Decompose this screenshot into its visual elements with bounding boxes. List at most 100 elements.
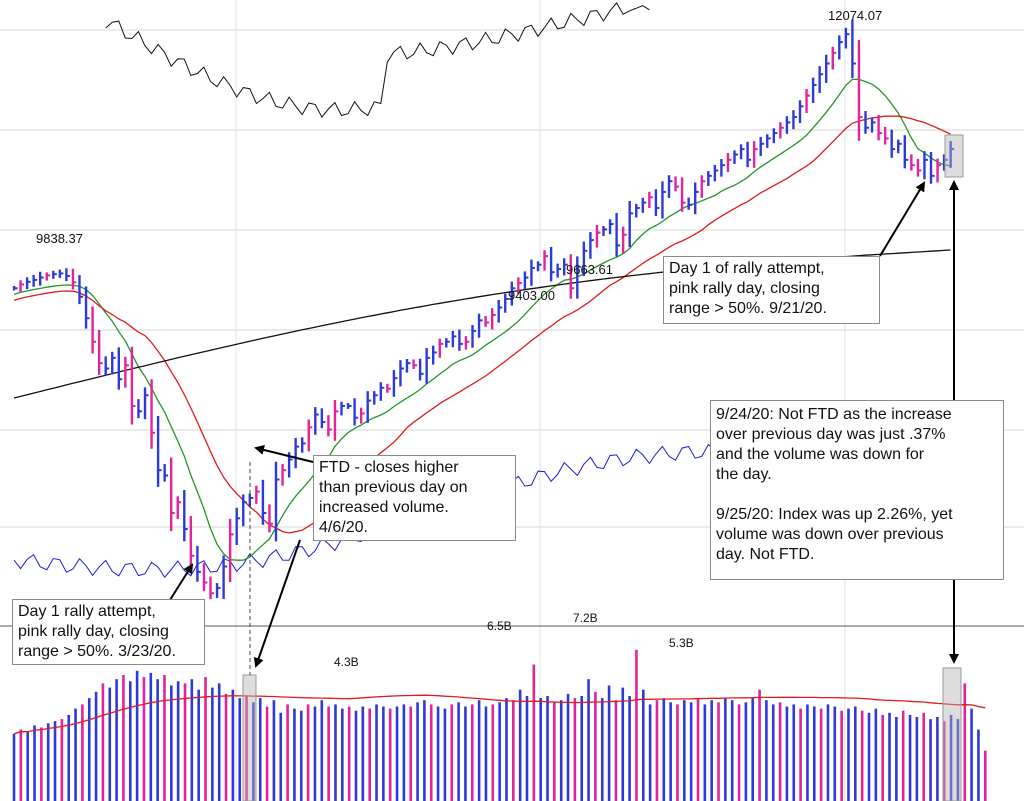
volume-bar bbox=[286, 704, 289, 801]
volume-bar bbox=[840, 710, 843, 801]
comparison-index-line bbox=[105, 2, 650, 119]
volume-bar bbox=[710, 700, 713, 801]
annotation-line: 4/6/20. bbox=[319, 519, 368, 536]
volume-bars bbox=[12, 649, 987, 801]
volume-bar bbox=[74, 708, 77, 801]
annotation-line: range > 50%. 9/21/20. bbox=[669, 300, 827, 317]
annotation-line: day. Not FTD. bbox=[716, 546, 815, 563]
volume-bar bbox=[703, 704, 707, 801]
volume-average-line bbox=[13, 694, 986, 735]
volume-bar bbox=[12, 733, 16, 801]
volume-bar bbox=[758, 689, 761, 801]
volume-bar bbox=[942, 721, 946, 801]
volume-bar bbox=[299, 710, 303, 801]
volume-bar bbox=[443, 708, 447, 801]
volume-bar bbox=[60, 719, 64, 801]
annotation-line: volume was down over previous bbox=[716, 526, 944, 543]
highlight-ftd-volume bbox=[242, 674, 257, 801]
volume-bar bbox=[197, 689, 200, 801]
annotation-rally-attempt-march: Day 1 rally attempt, pink rally day, clo… bbox=[12, 599, 205, 665]
volume-bar bbox=[388, 708, 392, 801]
volume-bar bbox=[87, 698, 91, 801]
volume-bar bbox=[532, 664, 536, 801]
volume-bar bbox=[122, 675, 125, 801]
volume-bar bbox=[224, 693, 228, 801]
volume-bar bbox=[402, 704, 406, 801]
volume-bar bbox=[416, 702, 419, 801]
volume-bar bbox=[190, 679, 194, 801]
volume-bar bbox=[778, 702, 782, 801]
volume-bar bbox=[368, 708, 371, 801]
volume-bar bbox=[409, 706, 413, 801]
volume-bar bbox=[334, 704, 337, 801]
volume-bar bbox=[279, 712, 283, 801]
volume-bar bbox=[648, 704, 652, 801]
volume-bar bbox=[457, 702, 460, 801]
volume-bar bbox=[135, 670, 139, 801]
volume-bar bbox=[320, 700, 324, 801]
volume-bar bbox=[327, 706, 330, 801]
volume-bar bbox=[375, 704, 378, 801]
volume-bar bbox=[826, 704, 830, 801]
volume-bar bbox=[662, 698, 666, 801]
volume-bar bbox=[231, 689, 235, 801]
annotation-line: over previous day was just .37% bbox=[716, 426, 946, 443]
annotation-line: 9/25/20: Index was up 2.26%, yet bbox=[716, 506, 953, 523]
volume-bar bbox=[19, 729, 23, 801]
volume-bar bbox=[641, 689, 645, 801]
volume-bar bbox=[799, 708, 802, 801]
volume-bar bbox=[956, 719, 960, 801]
volume-bar bbox=[594, 691, 597, 801]
annotation-line: increased volume. bbox=[319, 499, 449, 516]
arrow-ftd-volume bbox=[253, 539, 301, 668]
volume-bar bbox=[792, 704, 796, 801]
volume-bar bbox=[546, 696, 549, 801]
volume-bar bbox=[874, 708, 878, 801]
volume-bar bbox=[341, 708, 344, 801]
volume-bar bbox=[245, 696, 248, 801]
volume-bar bbox=[936, 717, 939, 801]
volume-bar bbox=[724, 698, 727, 801]
volume-bar bbox=[922, 712, 926, 801]
volume-bar bbox=[211, 687, 214, 801]
volume-bar bbox=[559, 700, 563, 801]
volume-bar bbox=[108, 687, 112, 801]
volume-bar bbox=[505, 698, 508, 801]
annotation-line: and the volume was down for bbox=[716, 446, 925, 463]
volume-bar bbox=[491, 704, 495, 801]
volume-bar bbox=[696, 698, 700, 801]
volume-bar bbox=[258, 698, 262, 801]
annotation-line: Day 1 rally attempt, bbox=[18, 603, 156, 620]
volume-bar bbox=[53, 721, 57, 801]
volume-bar bbox=[888, 712, 891, 801]
annotation-line: pink rally day, closing bbox=[18, 623, 169, 640]
volume-label-4: 5.3B bbox=[669, 636, 694, 650]
annotation-line: range > 50%. 3/23/20. bbox=[18, 643, 176, 660]
volume-bar bbox=[176, 681, 180, 801]
volume-bar bbox=[518, 689, 522, 801]
volume-bar bbox=[33, 725, 36, 801]
volume-bar bbox=[553, 702, 556, 801]
annotation-ftd: FTD - closes higher than previous day on… bbox=[313, 455, 516, 541]
volume-bar bbox=[450, 704, 454, 801]
volume-bar bbox=[669, 702, 672, 801]
volume-bar bbox=[525, 696, 529, 801]
volume-bar bbox=[204, 677, 207, 801]
volume-bar bbox=[46, 723, 50, 801]
volume-bar bbox=[854, 706, 857, 801]
annotation-not-ftd-notes: 9/24/20: Not FTD as the increase over pr… bbox=[710, 400, 1004, 580]
volume-bar bbox=[101, 683, 105, 801]
annotation-line: pink rally day, closing bbox=[669, 280, 820, 297]
volume-bar bbox=[785, 706, 789, 801]
volume-bar bbox=[860, 710, 864, 801]
volume-bar bbox=[847, 708, 850, 801]
volume-bar bbox=[512, 700, 515, 801]
volume-bar bbox=[970, 708, 973, 801]
value-labels: 9838.37 9403.00 9663.61 12074.07 4.3B 6.… bbox=[36, 8, 882, 669]
annotation-line: FTD - closes higher bbox=[319, 459, 459, 476]
volume-bar bbox=[539, 698, 542, 801]
volume-bar bbox=[751, 698, 755, 801]
volume-bar bbox=[737, 704, 741, 801]
volume-bar bbox=[252, 702, 255, 801]
highlight-boxes bbox=[242, 134, 964, 801]
